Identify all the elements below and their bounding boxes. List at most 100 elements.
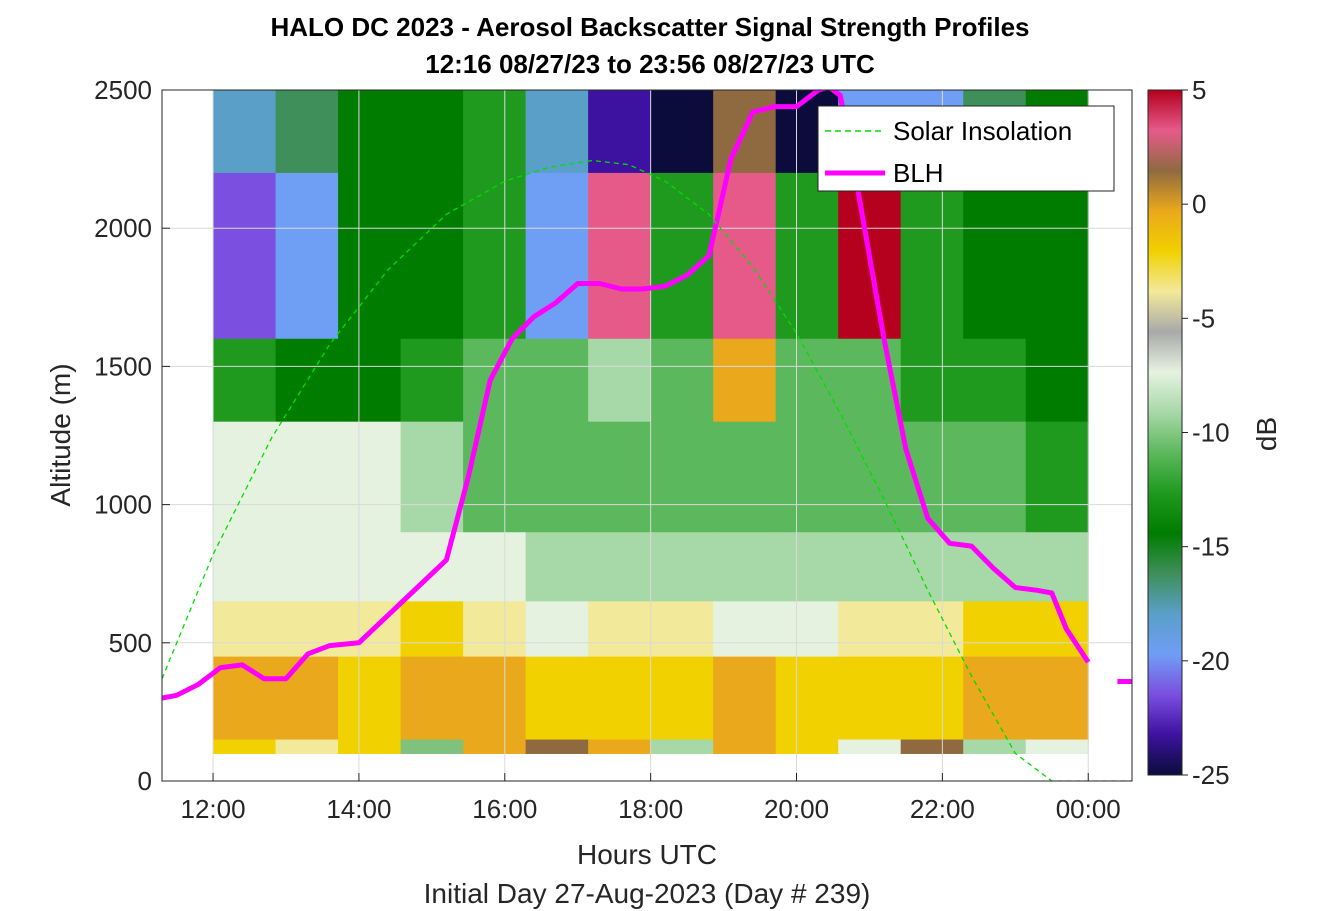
heatmap-cell <box>650 532 714 602</box>
heatmap-cell <box>275 172 339 340</box>
heatmap <box>213 90 1089 754</box>
heatmap-cell <box>525 656 589 741</box>
heatmap-cell <box>775 172 839 340</box>
x-tick-label: 16:00 <box>472 794 537 824</box>
legend: Solar Insolation BLH <box>817 105 1115 192</box>
heatmap-cell <box>775 656 839 741</box>
heatmap-cell <box>650 338 714 423</box>
heatmap-cell <box>338 739 402 754</box>
colorbar-tick-label: 5 <box>1192 75 1206 105</box>
heatmap-cell <box>1025 656 1089 741</box>
heatmap-cell <box>463 532 527 602</box>
heatmap-cell <box>400 172 464 340</box>
heatmap-cell <box>463 601 527 658</box>
y-tick-label: 1000 <box>94 490 152 520</box>
heatmap-cell <box>400 739 464 754</box>
heatmap-cell <box>900 739 964 754</box>
heatmap-cell <box>463 172 527 340</box>
heatmap-cell <box>650 90 714 174</box>
heatmap-cell <box>588 90 652 174</box>
legend-box <box>817 105 1115 192</box>
heatmap-cell <box>838 601 902 658</box>
heatmap-cell <box>713 421 777 533</box>
colorbar-label: dB <box>1251 417 1282 451</box>
x-axis-label: Hours UTC <box>577 839 717 870</box>
heatmap-cell <box>525 421 589 533</box>
heatmap-cell <box>713 601 777 658</box>
heatmap-cell <box>400 421 464 533</box>
y-tick-label: 1500 <box>94 351 152 381</box>
colorbar-tick-label: -25 <box>1192 760 1230 790</box>
heatmap-cell <box>275 338 339 423</box>
heatmap-cell <box>775 532 839 602</box>
heatmap-cell <box>338 172 402 340</box>
heatmap-cell <box>900 656 964 741</box>
heatmap-cell <box>713 656 777 741</box>
heatmap-cell <box>463 338 527 423</box>
heatmap-cell <box>338 532 402 602</box>
y-tick-label: 2000 <box>94 213 152 243</box>
heatmap-cell <box>213 739 277 754</box>
heatmap-cell <box>650 656 714 741</box>
colorbar <box>1148 90 1182 775</box>
colorbar-ticks: 5 0 -5 -10 -15 -20 -25 <box>1182 75 1230 790</box>
x-axis-ticks: 12:00 14:00 16:00 18:00 20:00 22:00 00:00 <box>181 773 1121 824</box>
legend-solar-label: Solar Insolation <box>893 116 1072 146</box>
heatmap-cell <box>588 421 652 533</box>
heatmap-cell <box>588 601 652 658</box>
x-tick-label: 18:00 <box>618 794 683 824</box>
heatmap-cell <box>213 172 277 340</box>
heatmap-cell <box>838 739 902 754</box>
x-tick-label: 12:00 <box>181 794 246 824</box>
y-tick-label: 2500 <box>94 75 152 105</box>
heatmap-cell <box>963 421 1027 533</box>
series-lines <box>162 90 1132 781</box>
heatmap-cell <box>713 338 777 423</box>
heatmap-cell <box>338 338 402 423</box>
solar-insolation-series-line <box>162 159 1132 781</box>
heatmap-cell <box>838 656 902 741</box>
heatmap-cell <box>525 338 589 423</box>
heatmap-cell <box>775 421 839 533</box>
heatmap-cell <box>275 90 339 174</box>
heatmap-cell <box>463 90 527 174</box>
heatmap-cell <box>775 739 839 754</box>
heatmap-cell <box>1025 421 1089 533</box>
heatmap-cell <box>963 172 1027 340</box>
heatmap-cell <box>400 601 464 658</box>
heatmap-cell <box>963 601 1027 658</box>
legend-blh-label: BLH <box>893 158 944 188</box>
heatmap-cell <box>275 532 339 602</box>
heatmap-cell <box>963 739 1027 754</box>
colorbar-tick-label: -10 <box>1192 418 1230 448</box>
heatmap-cell <box>463 421 527 533</box>
heatmap-cell <box>775 338 839 423</box>
y-axis-label: Altitude (m) <box>45 363 76 506</box>
heatmap-cell <box>650 601 714 658</box>
colorbar-tick-label: -15 <box>1192 532 1230 562</box>
heatmap-cell <box>275 601 339 658</box>
heatmap-cell <box>963 338 1027 423</box>
heatmap-cell <box>275 656 339 741</box>
x-tick-label: 14:00 <box>326 794 391 824</box>
heatmap-cell <box>400 90 464 174</box>
x-tick-label: 00:00 <box>1056 794 1121 824</box>
y-tick-label: 0 <box>138 766 152 796</box>
heatmap-cell <box>275 421 339 533</box>
colorbar-tick-label: 0 <box>1192 189 1206 219</box>
heatmap-cell <box>900 601 964 658</box>
heatmap-cell <box>963 656 1027 741</box>
y-axis-ticks: 0 500 1000 1500 2000 2500 <box>94 75 170 796</box>
heatmap-cell <box>588 532 652 602</box>
heatmap-cell <box>400 338 464 423</box>
heatmap-cell <box>588 656 652 741</box>
heatmap-cell <box>213 421 277 533</box>
heatmap-cell <box>1025 739 1089 754</box>
chart-subtitle: 12:16 08/27/23 to 23:56 08/27/23 UTC <box>425 49 875 79</box>
heatmap-cell <box>338 90 402 174</box>
footer-caption: Initial Day 27-Aug-2023 (Day # 239) <box>424 878 871 909</box>
heatmap-cell <box>838 532 902 602</box>
blh-series-line <box>162 90 1091 701</box>
chart-title: HALO DC 2023 - Aerosol Backscatter Signa… <box>270 12 1029 42</box>
